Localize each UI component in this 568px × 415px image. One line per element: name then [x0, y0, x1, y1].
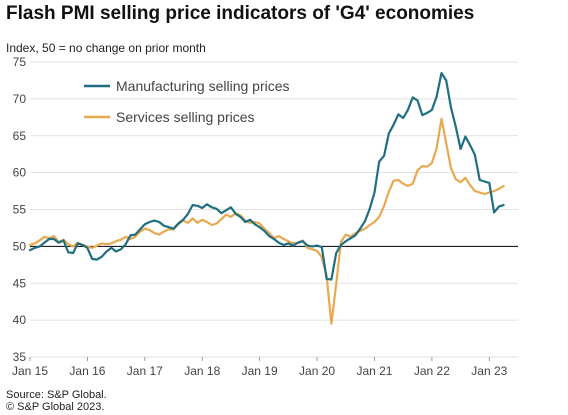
y-tick-label: 55 — [13, 203, 27, 217]
legend-label-services: Services selling prices — [116, 109, 255, 125]
x-tick-label: Jan 15 — [12, 364, 48, 378]
y-tick-label: 65 — [13, 129, 27, 143]
x-tick-label: Jan 21 — [356, 364, 392, 378]
y-tick-label: 50 — [13, 239, 27, 253]
y-tick-label: 45 — [13, 276, 27, 290]
y-tick-label: 70 — [13, 92, 27, 106]
y-axis: 35 40 45 50 55 60 65 70 75 — [13, 55, 27, 364]
chart-subtitle: Index, 50 = no change on prior month — [6, 41, 206, 55]
x-tick-label: Jan 20 — [299, 364, 335, 378]
x-tick-label: Jan 22 — [414, 364, 450, 378]
x-axis: Jan 15 Jan 16 Jan 17 Jan 18 Jan 19 Jan 20 Jan … — [12, 357, 508, 378]
series-lines — [28, 72, 505, 325]
x-tick-label: Jan 23 — [471, 364, 507, 378]
source-note: Source: S&P Global. © S&P Global 2023. — [6, 389, 107, 413]
x-tick-label: Jan 16 — [69, 364, 105, 378]
copyright-line: © S&P Global 2023. — [6, 401, 105, 413]
x-tick-label: Jan 17 — [127, 364, 163, 378]
x-tick-label: Jan 19 — [242, 364, 278, 378]
source-line: Source: S&P Global. — [6, 389, 107, 401]
gridlines — [30, 61, 518, 358]
series-line-services — [28, 117, 505, 325]
series-line-manufacturing — [28, 72, 505, 281]
chart-title: Flash PMI selling price indicators of 'G… — [6, 3, 475, 24]
legend-label-manufacturing: Manufacturing selling prices — [116, 78, 290, 94]
y-tick-label: 75 — [13, 55, 27, 69]
x-tick-label: Jan 18 — [184, 364, 220, 378]
y-tick-label: 40 — [13, 313, 27, 327]
legend: Manufacturing selling prices Services sel… — [84, 78, 290, 125]
y-tick-label: 35 — [13, 350, 27, 364]
y-tick-label: 60 — [13, 166, 27, 180]
